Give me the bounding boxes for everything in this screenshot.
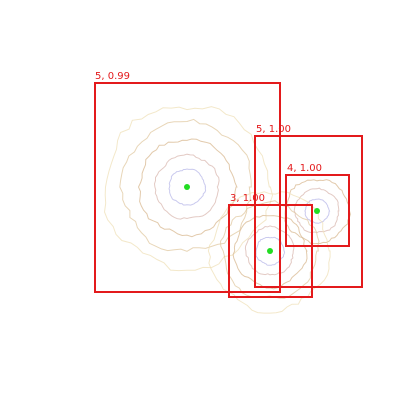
bounding-box bbox=[94, 82, 281, 293]
label-layer: 5, 0.99 5, 1.00 4, 1.00 3, 1.00 bbox=[95, 71, 322, 204]
bounding-box bbox=[285, 174, 350, 247]
center-point bbox=[184, 184, 190, 190]
contour-ring bbox=[207, 191, 331, 314]
contour-ring bbox=[168, 168, 207, 206]
contour-ring bbox=[137, 138, 238, 238]
center-point-layer bbox=[184, 184, 320, 254]
contour-ring bbox=[255, 236, 286, 266]
bounding-box bbox=[254, 135, 363, 288]
detection-label: 4, 1.00 bbox=[287, 163, 322, 174]
center-point bbox=[314, 208, 320, 214]
contour-layer bbox=[103, 106, 351, 314]
contour-ring bbox=[304, 198, 331, 224]
detection-label: 3, 1.00 bbox=[230, 193, 265, 204]
contour-ring bbox=[153, 153, 220, 220]
bounding-box-layer bbox=[94, 82, 363, 298]
contour-ring bbox=[244, 225, 295, 276]
contour-ring bbox=[119, 118, 252, 252]
contour-ring bbox=[103, 106, 274, 272]
detection-label: 5, 0.99 bbox=[95, 71, 130, 82]
contour-ring bbox=[293, 187, 340, 234]
detection-label: 5, 1.00 bbox=[256, 124, 291, 135]
bounding-box bbox=[228, 204, 313, 298]
center-point bbox=[267, 248, 273, 254]
contour-ring bbox=[232, 214, 308, 290]
contour-ring bbox=[219, 200, 320, 299]
